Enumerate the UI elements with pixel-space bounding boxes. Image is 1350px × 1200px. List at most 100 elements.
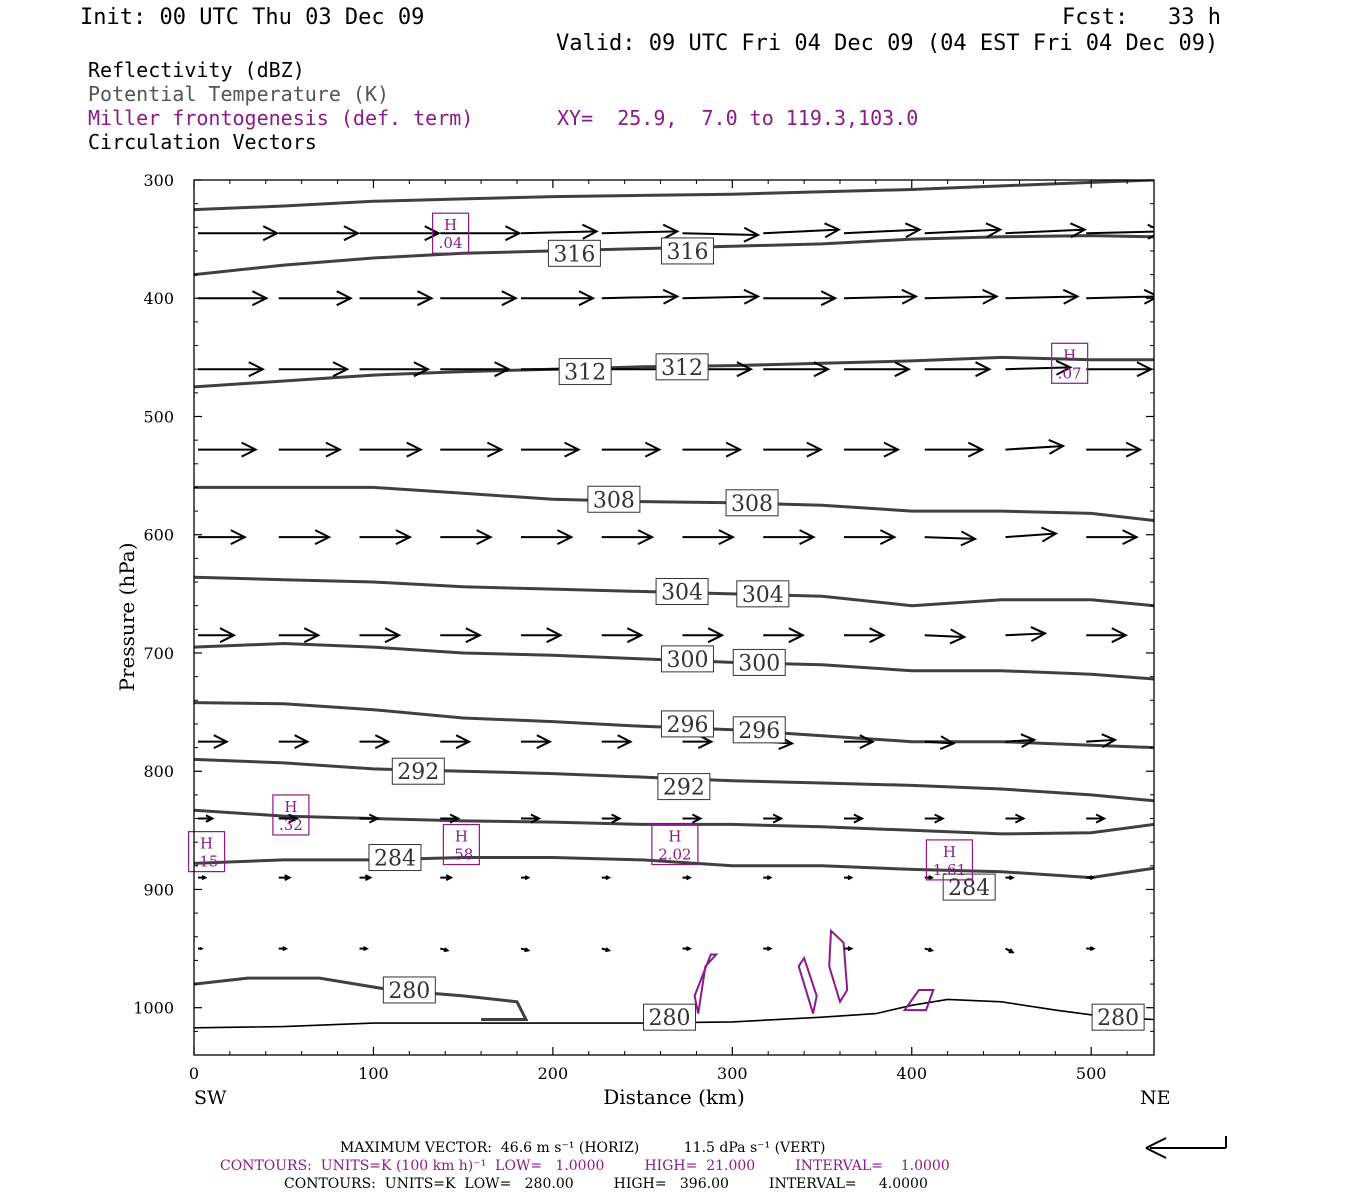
theta-label: 308 xyxy=(587,485,641,513)
theta-contour-284 xyxy=(194,856,1154,880)
svg-text:1.61: 1.61 xyxy=(933,861,966,879)
circulation-vector xyxy=(763,529,816,545)
circulation-vector xyxy=(601,734,633,749)
svg-text:316: 316 xyxy=(666,240,708,265)
circulation-vector xyxy=(198,875,208,881)
svg-text:2.02: 2.02 xyxy=(658,846,691,864)
y-tick-label: 800 xyxy=(143,762,174,781)
y-tick-label: 500 xyxy=(143,407,174,426)
theta-label: 312 xyxy=(655,353,709,381)
terrain-line xyxy=(194,998,1154,1029)
circulation-vector xyxy=(601,813,622,824)
theta-label: 296 xyxy=(660,710,714,738)
circulation-vector xyxy=(763,875,773,881)
circulation-vector xyxy=(1005,359,1073,376)
circulation-vector xyxy=(1005,947,1015,954)
circulation-vector xyxy=(601,627,644,644)
circulation-vector xyxy=(1086,288,1154,305)
svg-text:.04: .04 xyxy=(439,234,463,252)
circulation-vector xyxy=(1086,733,1118,748)
svg-text:280: 280 xyxy=(388,979,430,1004)
theta-label: 300 xyxy=(732,648,786,676)
svg-text:.58: .58 xyxy=(449,846,473,864)
circulation-vector xyxy=(682,813,703,824)
svg-text:280: 280 xyxy=(649,1006,691,1031)
circulation-vector xyxy=(1005,813,1026,824)
theta-contour-info: CONTOURS: UNITS=K LOW= 280.00 HIGH= 396.… xyxy=(284,1176,928,1192)
x-axis-label: Distance (km) xyxy=(603,1085,745,1109)
circulation-vector xyxy=(1005,222,1087,239)
circulation-vector xyxy=(1005,526,1059,543)
x-tick-label: 100 xyxy=(358,1064,389,1083)
svg-text:H: H xyxy=(943,843,956,861)
theta-label: 292 xyxy=(657,773,711,801)
circulation-vector xyxy=(198,529,248,545)
circulation-vector xyxy=(763,290,838,307)
circulation-vector xyxy=(278,813,299,824)
y-tick-label: 700 xyxy=(143,644,174,663)
y-tick-label: 400 xyxy=(143,289,174,308)
circulation-vector xyxy=(440,813,461,824)
circulation-vector xyxy=(278,290,353,307)
fronto-maximum: H.15 xyxy=(187,831,226,873)
fronto-contour xyxy=(902,989,935,1012)
circulation-vector xyxy=(924,361,992,378)
theta-label: 308 xyxy=(725,489,779,517)
svg-text:.32: .32 xyxy=(279,816,303,834)
field-theta: Potential Temperature (K) xyxy=(88,82,390,106)
circulation-vector xyxy=(359,946,369,952)
circulation-vector xyxy=(843,361,912,378)
svg-text:H: H xyxy=(200,835,213,853)
y-axis-label: Pressure (hPa) xyxy=(115,543,139,692)
circulation-vector xyxy=(278,441,343,458)
x-tick-label: 200 xyxy=(538,1064,569,1083)
circulation-vector xyxy=(440,361,511,378)
circulation-vector xyxy=(278,361,350,378)
svg-text:316: 316 xyxy=(553,242,595,267)
svg-text:292: 292 xyxy=(663,776,705,801)
circulation-vector xyxy=(359,290,434,307)
circulation-vector xyxy=(1086,361,1154,378)
circulation-vector xyxy=(1005,438,1066,455)
circulation-vector xyxy=(924,288,999,305)
circulation-vector xyxy=(359,529,413,545)
circulation-vector xyxy=(359,225,441,242)
circulation-vector xyxy=(924,947,935,953)
svg-text:292: 292 xyxy=(397,760,439,785)
circulation-vector xyxy=(198,225,280,242)
circulation-vector xyxy=(924,735,956,751)
svg-text:296: 296 xyxy=(666,713,708,738)
circulation-vector xyxy=(520,223,599,240)
fronto-maximum: H.07 xyxy=(1051,342,1089,384)
circulation-vector xyxy=(601,441,662,458)
y-tick-label: 900 xyxy=(143,880,174,899)
circulation-vector xyxy=(763,813,784,824)
circulation-vector xyxy=(601,288,680,305)
circulation-vector xyxy=(763,627,806,644)
circulation-vector xyxy=(359,874,373,881)
circulation-vector xyxy=(198,627,237,644)
theta-label: 280 xyxy=(382,976,436,1004)
circulation-vector xyxy=(359,813,380,824)
circulation-vector xyxy=(763,222,842,239)
circulation-vector xyxy=(843,813,865,824)
circulation-vector xyxy=(198,441,258,458)
theta-label: 304 xyxy=(736,580,790,608)
circulation-vector xyxy=(1005,288,1080,305)
theta-label: 312 xyxy=(558,358,612,386)
circulation-vector xyxy=(198,946,204,951)
circulation-vector xyxy=(682,627,725,644)
svg-text:H: H xyxy=(444,216,457,234)
circulation-vector xyxy=(1005,875,1015,881)
circulation-vector xyxy=(1086,813,1107,824)
circulation-vector xyxy=(520,875,531,881)
theta-label: 300 xyxy=(660,645,714,673)
svg-text:H: H xyxy=(284,798,297,816)
circulation-vector xyxy=(924,441,985,458)
x-tick-label: 400 xyxy=(896,1064,927,1083)
circulation-vector xyxy=(1086,875,1096,881)
svg-text:304: 304 xyxy=(661,580,703,605)
circulation-vector xyxy=(359,627,402,644)
fronto-maximum: H.58 xyxy=(442,823,480,866)
y-tick-label: 300 xyxy=(143,171,174,190)
